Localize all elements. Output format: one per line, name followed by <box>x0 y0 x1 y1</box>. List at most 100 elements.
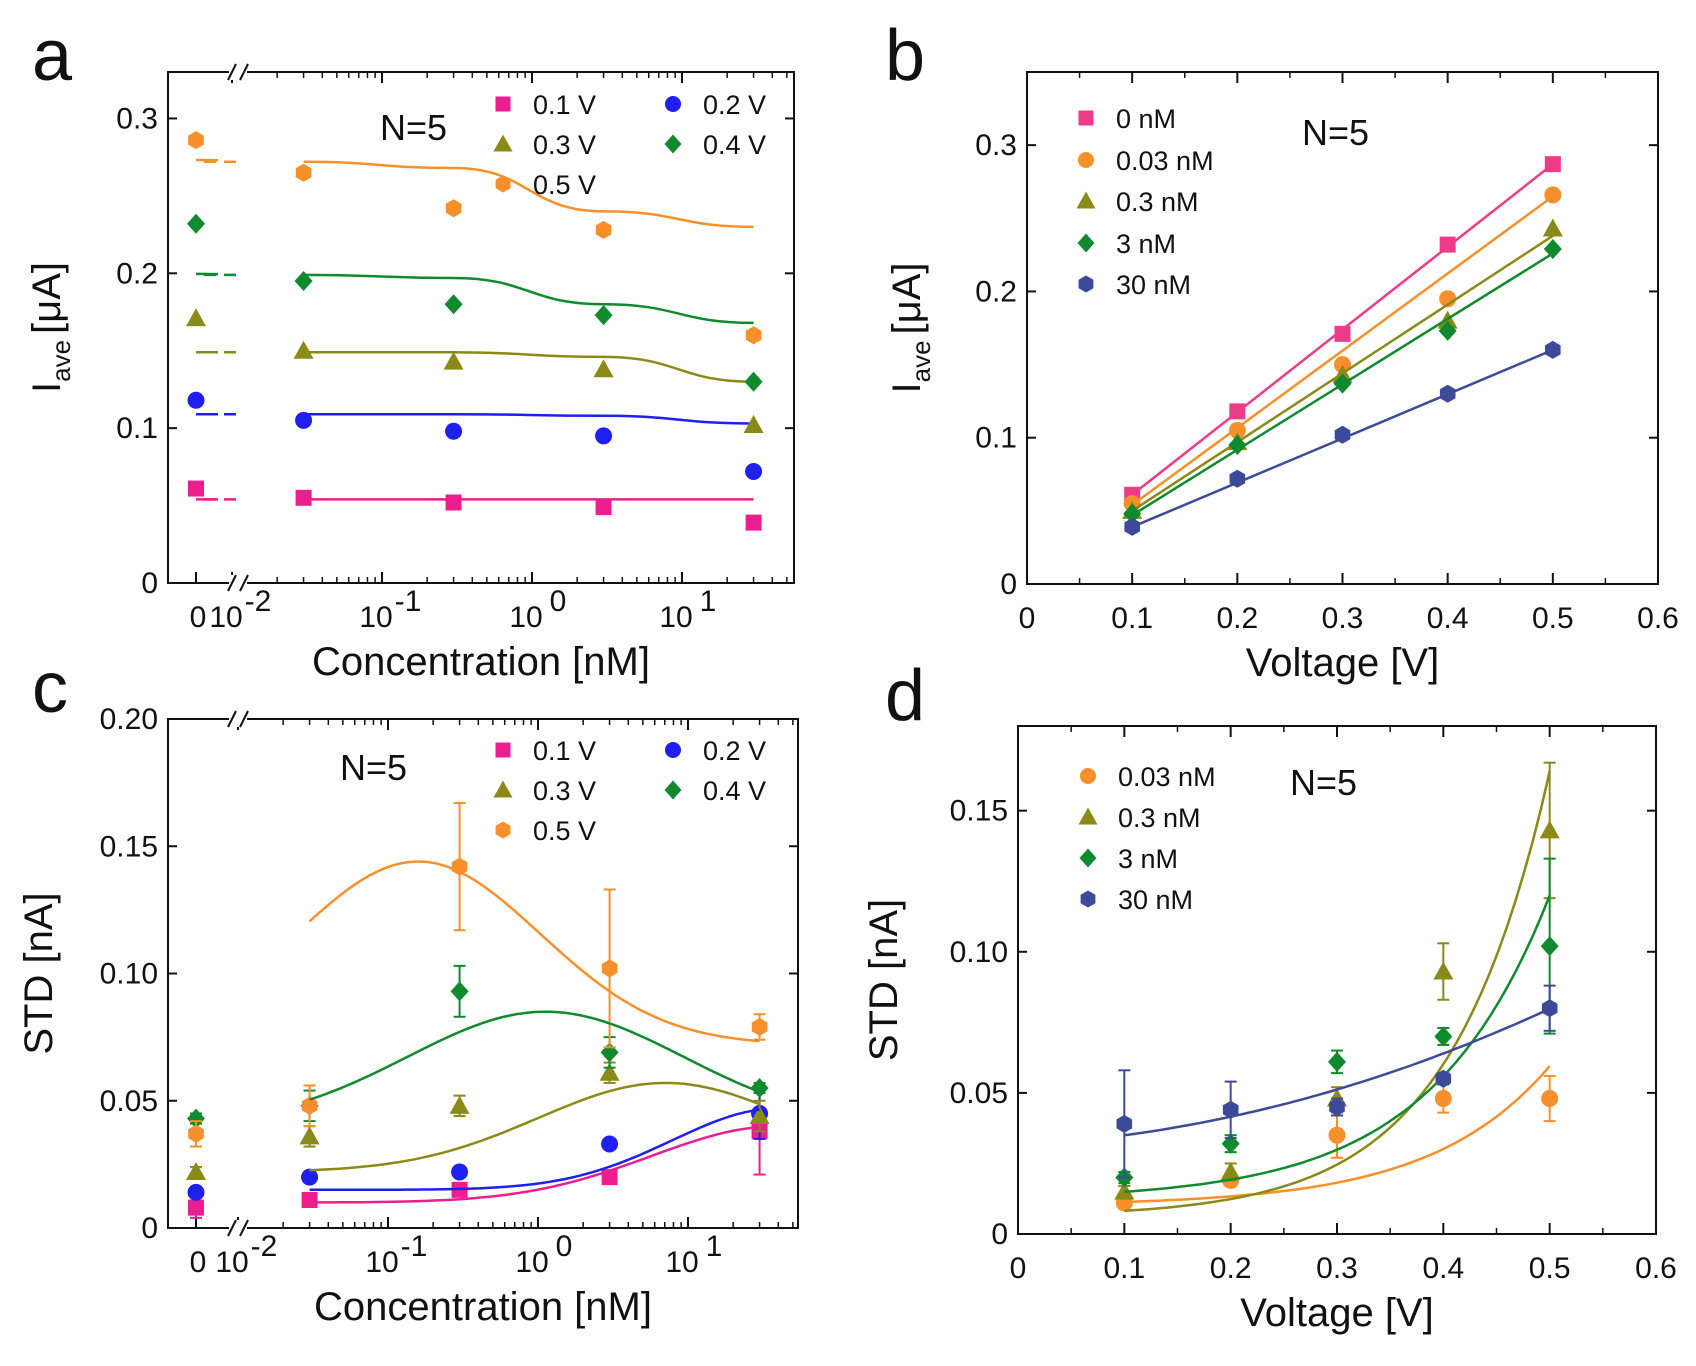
y-axis-label: STD [nA] <box>862 899 906 1061</box>
y-axis-label: Iave [μA] <box>25 262 76 393</box>
axis-break-stroke <box>227 1219 237 1237</box>
chart-panel-a: 10 -2 10 -1 10 0 10 1000.10.20.3Iave[μA]Concent… <box>25 16 795 684</box>
fit-curve <box>309 1108 760 1192</box>
legend-label: 0 nM <box>1116 104 1176 134</box>
data-point <box>1124 517 1140 536</box>
fit-curve <box>309 1081 761 1172</box>
y-tick-label: 0 <box>1000 568 1017 601</box>
fit-curve <box>196 412 754 425</box>
data-point <box>743 415 764 434</box>
y-axis-label: Iave [μA] <box>885 263 936 394</box>
x-tick-exponent: 0 <box>550 585 567 618</box>
x-tick-exponent: -2 <box>251 1230 278 1263</box>
x-tick-exponent: -1 <box>395 585 422 618</box>
fit-curve <box>196 351 754 383</box>
data-point <box>293 340 314 359</box>
chart-panel-d: 0 0.1 0.2 0.3 0.4 0.5 0.6 0 0.05 0.10 0.15 STD [nA]… <box>862 656 1677 1335</box>
legend-label: 0.2 V <box>703 90 766 120</box>
data-point <box>445 494 462 511</box>
data-point <box>1539 820 1560 839</box>
axis-break <box>227 63 249 81</box>
legend-label: 0.3 nM <box>1118 803 1201 833</box>
y-tick-label: 0 <box>141 567 158 600</box>
x-axis-label: Concentration [nM] <box>312 640 650 684</box>
data-point <box>1328 1126 1346 1144</box>
plot-frame <box>167 71 795 584</box>
y-axis-label-main: I <box>885 382 929 393</box>
axis-break-stroke <box>239 63 249 81</box>
data-point <box>188 480 204 497</box>
x-tick-exponent: 1 <box>700 585 717 618</box>
y-tick-label: 0.2 <box>975 275 1017 308</box>
y-axis-label-unit: [μA] <box>25 262 69 334</box>
legend-marker <box>1079 848 1097 868</box>
data-point <box>1544 186 1562 204</box>
fit-curve <box>309 1010 761 1101</box>
data-point <box>1542 218 1563 237</box>
data-point <box>301 1096 318 1115</box>
data-point <box>1334 325 1351 342</box>
x-tick-label: 10 <box>509 601 542 634</box>
x-tick-label: 10 <box>359 601 392 634</box>
data-point <box>1545 340 1561 359</box>
x-axis-label: Voltage [V] <box>1246 641 1439 685</box>
y-axis-label-main: STD [nA] <box>17 892 61 1054</box>
y-axis-label-sub: ave <box>46 340 76 382</box>
y-axis-label-main: STD [nA] <box>862 899 906 1061</box>
y-axis-label-sub: ave <box>906 340 936 382</box>
data-point <box>1228 421 1246 439</box>
data-point <box>1434 1090 1452 1108</box>
axis-break <box>227 574 249 592</box>
data-point <box>1228 435 1247 456</box>
y-tick-label: 0.10 <box>950 936 1008 969</box>
data-point <box>595 499 612 516</box>
data-point <box>1334 425 1351 444</box>
x-tick-label: 0.2 <box>1216 602 1258 635</box>
data-point <box>1439 384 1456 403</box>
annotation-n: N=5 <box>1290 762 1357 803</box>
fit-curve <box>309 1125 760 1204</box>
y-tick-label: 0.3 <box>975 129 1017 162</box>
y-axis-label-unit: [μA] <box>885 263 929 335</box>
data-point <box>1329 1098 1345 1116</box>
y-axis-label-main: I <box>25 382 69 393</box>
legend-marker <box>1078 152 1094 168</box>
data-point <box>1435 1069 1452 1088</box>
y-tick-label: 0.15 <box>950 795 1008 828</box>
data-point <box>1333 373 1352 394</box>
data-point <box>599 1062 620 1081</box>
legend-label: 0.3 V <box>533 776 596 806</box>
data-point <box>1543 239 1562 260</box>
legend-label: 3 nM <box>1116 229 1176 259</box>
data-point <box>1222 1100 1239 1119</box>
x-tick-label: 0 <box>1019 602 1036 635</box>
x-tick-label: 0.1 <box>1111 602 1153 635</box>
x-tick-label: 0.3 <box>1316 1252 1358 1285</box>
data-point <box>188 1124 204 1143</box>
fit-curve <box>195 272 754 325</box>
data-point <box>188 1199 204 1216</box>
x-tick-label: 0.6 <box>1637 602 1679 635</box>
legend-marker <box>1078 110 1094 126</box>
legend-marker <box>1076 191 1096 209</box>
legend-marker <box>495 821 511 839</box>
data-point <box>1544 156 1561 173</box>
panel-label: b <box>885 16 925 96</box>
axis-break-stroke <box>227 710 237 728</box>
data-point <box>1229 403 1246 420</box>
data-point <box>1328 1051 1346 1072</box>
data-point <box>1434 1026 1453 1047</box>
chart-panel-b: 0 0.1 0.2 0.3 0.4 0.5 0.6 0 0.1 0.2 0.3 Iave [μA] Vol… <box>885 16 1679 685</box>
legend-marker <box>1078 275 1094 293</box>
annotation-n: N=5 <box>380 107 447 148</box>
legend-label: 0.1 V <box>533 90 596 120</box>
data-point <box>187 213 205 234</box>
legend-marker <box>495 742 511 758</box>
y-tick-label: 0 <box>141 1212 158 1245</box>
legend-marker <box>495 175 511 193</box>
data-point <box>1116 1114 1133 1133</box>
legend-marker <box>1077 233 1095 253</box>
y-tick-label: 0.05 <box>950 1077 1008 1110</box>
panel-label: c <box>32 648 68 728</box>
